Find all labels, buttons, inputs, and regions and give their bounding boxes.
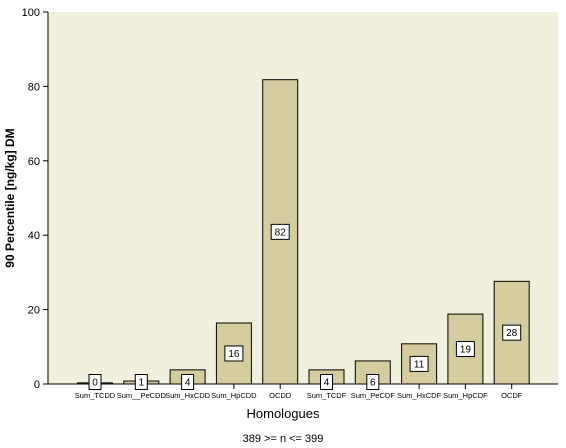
data-label-text: 28 [506,328,518,339]
data-label: 28 [502,324,522,341]
data-label-text: 16 [228,349,240,360]
data-label-text: 4 [185,378,191,389]
x-tick-label: Sum_HpCDD [211,391,257,400]
x-tick-label: Sum_TCDD [75,391,116,400]
data-label-box [320,374,333,390]
data-label: 1 [134,374,148,390]
x-tick-label: Sum__PeCDD [117,391,167,400]
y-tick-label: 100 [22,7,40,19]
y-axis-title: 90 Percentile [ng/kg] DM [3,128,17,267]
data-labels: 0 1 4 16 82 4 6 11 19 28 [88,223,522,390]
data-label-text: 4 [324,378,330,389]
data-label-box [455,341,475,358]
x-tick-label: OCDF [501,391,523,400]
data-label-text: 0 [92,378,98,389]
data-label-text: 19 [460,345,472,356]
data-label: 0 [88,374,102,390]
data-label-box [366,374,380,390]
data-label-box [134,374,148,390]
data-label-box [409,355,429,372]
x-tick-label: Sum_HxCDF [397,391,442,400]
y-tick-label: 20 [28,305,40,317]
data-label: 6 [366,374,380,390]
y-tick-label: 60 [28,156,40,168]
data-label: 11 [409,355,429,372]
data-label-box [181,374,195,390]
data-label: 82 [270,223,290,240]
x-axis: Sum_TCDD Sum__PeCDD Sum_HxCDD Sum_HpCDD OCDD… [48,383,558,400]
data-label-text: 82 [275,227,287,238]
data-label: 19 [455,341,475,358]
x-tick-label: Sum_PeCDF [351,391,396,400]
data-label: 4 [320,374,333,390]
x-tick-label: Sum_HxCDD [165,391,211,400]
data-label: 4 [181,374,195,390]
x-tick-label: OCDD [269,391,292,400]
data-label-box [502,324,522,341]
y-tick-label: 80 [28,81,40,93]
sample-size-note: 389 >= n <= 399 [243,433,324,445]
y-tick-label: 40 [28,230,40,242]
x-axis-title: Homologues [247,406,320,421]
data-label-text: 6 [370,378,376,389]
data-label: 16 [224,345,244,362]
data-label-box [270,223,290,240]
y-tick-label: 0 [34,379,40,391]
x-tick-label: Sum_HpCDF [443,391,488,400]
x-tick-label: Sum_TCDF [307,391,347,400]
data-label-text: 1 [139,378,145,389]
data-label-box [224,345,244,362]
y-axis: 0 20 40 60 80 100 [22,7,49,391]
data-label-text: 11 [414,359,425,370]
data-label-box [88,374,102,390]
